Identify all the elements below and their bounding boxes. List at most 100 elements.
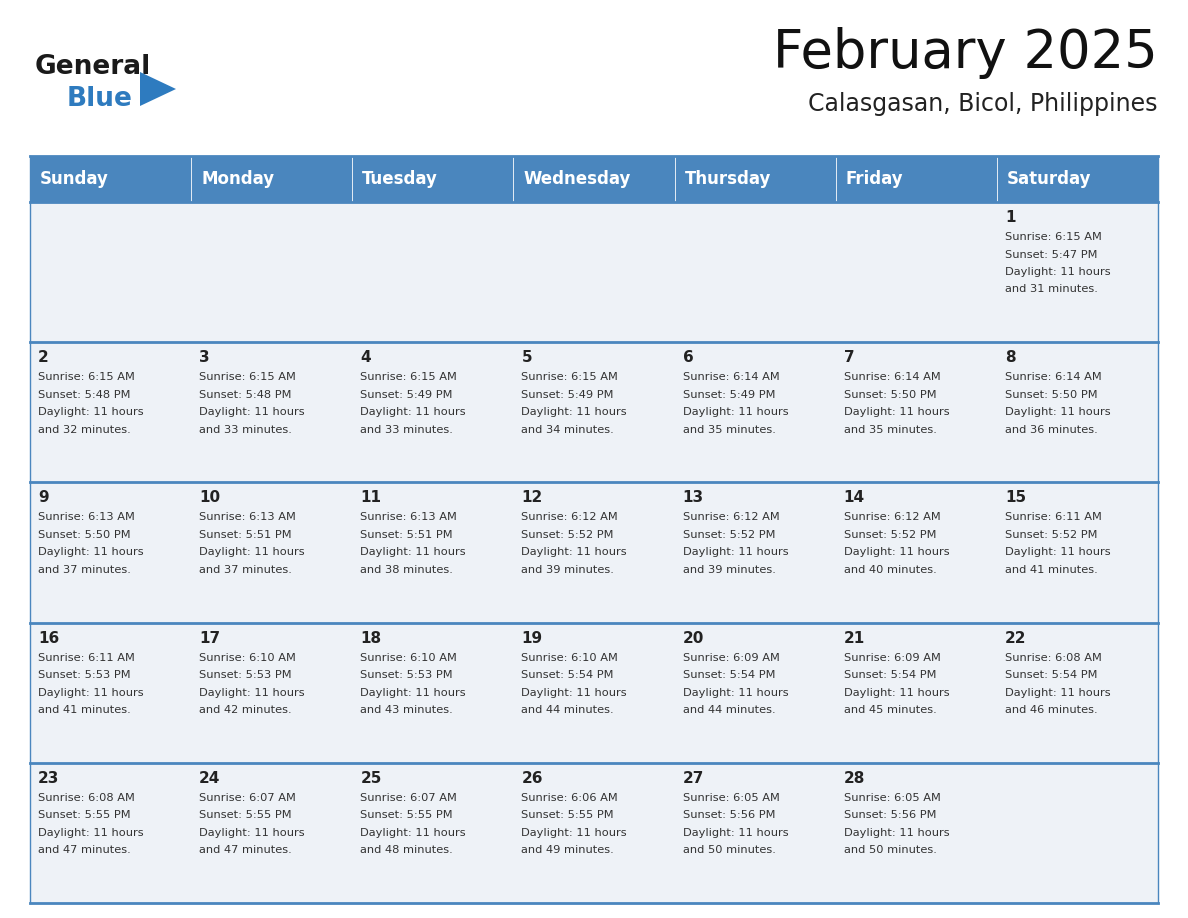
Bar bbox=[513, 482, 675, 622]
Text: and 46 minutes.: and 46 minutes. bbox=[1005, 705, 1098, 715]
Text: Daylight: 11 hours: Daylight: 11 hours bbox=[360, 828, 466, 838]
Text: Sunrise: 6:12 AM: Sunrise: 6:12 AM bbox=[683, 512, 779, 522]
Bar bbox=[835, 342, 997, 482]
Text: Daylight: 11 hours: Daylight: 11 hours bbox=[843, 688, 949, 698]
Text: General: General bbox=[34, 54, 151, 80]
Text: Sunset: 5:54 PM: Sunset: 5:54 PM bbox=[683, 670, 775, 680]
Text: Sunrise: 6:15 AM: Sunrise: 6:15 AM bbox=[360, 372, 457, 382]
Text: and 38 minutes.: and 38 minutes. bbox=[360, 565, 453, 575]
Text: Sunrise: 6:14 AM: Sunrise: 6:14 AM bbox=[843, 372, 941, 382]
Text: 6: 6 bbox=[683, 350, 694, 365]
Text: 21: 21 bbox=[843, 631, 865, 645]
Text: and 40 minutes.: and 40 minutes. bbox=[843, 565, 936, 575]
Bar bbox=[997, 156, 1158, 202]
Bar bbox=[997, 763, 1158, 903]
Text: Sunset: 5:49 PM: Sunset: 5:49 PM bbox=[360, 390, 453, 399]
Text: Sunset: 5:54 PM: Sunset: 5:54 PM bbox=[843, 670, 936, 680]
Text: 20: 20 bbox=[683, 631, 704, 645]
Text: 26: 26 bbox=[522, 771, 543, 786]
Bar bbox=[353, 156, 513, 202]
Text: Sunset: 5:53 PM: Sunset: 5:53 PM bbox=[38, 670, 131, 680]
Bar bbox=[997, 482, 1158, 622]
Bar bbox=[30, 342, 191, 482]
Bar bbox=[513, 622, 675, 763]
Text: Daylight: 11 hours: Daylight: 11 hours bbox=[1005, 547, 1111, 557]
Bar bbox=[353, 622, 513, 763]
Text: Sunset: 5:49 PM: Sunset: 5:49 PM bbox=[522, 390, 614, 399]
Bar bbox=[513, 156, 675, 202]
Bar bbox=[675, 622, 835, 763]
Bar bbox=[513, 763, 675, 903]
Text: Friday: Friday bbox=[846, 170, 903, 188]
Bar bbox=[191, 482, 353, 622]
Text: Daylight: 11 hours: Daylight: 11 hours bbox=[522, 408, 627, 417]
Text: Sunrise: 6:10 AM: Sunrise: 6:10 AM bbox=[522, 653, 618, 663]
Text: Daylight: 11 hours: Daylight: 11 hours bbox=[1005, 267, 1111, 277]
Text: and 42 minutes.: and 42 minutes. bbox=[200, 705, 292, 715]
Text: Daylight: 11 hours: Daylight: 11 hours bbox=[1005, 688, 1111, 698]
Bar bbox=[191, 202, 353, 342]
Text: Daylight: 11 hours: Daylight: 11 hours bbox=[522, 688, 627, 698]
Text: Sunrise: 6:10 AM: Sunrise: 6:10 AM bbox=[360, 653, 457, 663]
Text: 5: 5 bbox=[522, 350, 532, 365]
Text: Sunset: 5:51 PM: Sunset: 5:51 PM bbox=[200, 530, 292, 540]
Text: Sunset: 5:52 PM: Sunset: 5:52 PM bbox=[522, 530, 614, 540]
Text: and 34 minutes.: and 34 minutes. bbox=[522, 425, 614, 435]
Bar bbox=[353, 342, 513, 482]
Text: Sunset: 5:50 PM: Sunset: 5:50 PM bbox=[843, 390, 936, 399]
Text: Sunday: Sunday bbox=[40, 170, 109, 188]
Text: 22: 22 bbox=[1005, 631, 1026, 645]
Text: Sunset: 5:50 PM: Sunset: 5:50 PM bbox=[1005, 390, 1098, 399]
Text: 12: 12 bbox=[522, 490, 543, 506]
Text: Daylight: 11 hours: Daylight: 11 hours bbox=[38, 547, 144, 557]
Text: 27: 27 bbox=[683, 771, 704, 786]
Text: Sunrise: 6:14 AM: Sunrise: 6:14 AM bbox=[683, 372, 779, 382]
Bar bbox=[30, 202, 191, 342]
Text: Sunrise: 6:08 AM: Sunrise: 6:08 AM bbox=[38, 793, 135, 803]
Text: Sunset: 5:55 PM: Sunset: 5:55 PM bbox=[522, 811, 614, 821]
Text: Daylight: 11 hours: Daylight: 11 hours bbox=[683, 547, 788, 557]
Bar bbox=[30, 622, 191, 763]
Text: Sunrise: 6:11 AM: Sunrise: 6:11 AM bbox=[38, 653, 135, 663]
Text: Sunset: 5:50 PM: Sunset: 5:50 PM bbox=[38, 530, 131, 540]
Text: and 35 minutes.: and 35 minutes. bbox=[843, 425, 936, 435]
Text: Daylight: 11 hours: Daylight: 11 hours bbox=[522, 547, 627, 557]
Bar bbox=[513, 202, 675, 342]
Text: and 37 minutes.: and 37 minutes. bbox=[200, 565, 292, 575]
Text: and 33 minutes.: and 33 minutes. bbox=[360, 425, 453, 435]
Text: and 39 minutes.: and 39 minutes. bbox=[522, 565, 614, 575]
Bar bbox=[30, 482, 191, 622]
Bar bbox=[835, 482, 997, 622]
Text: Sunrise: 6:08 AM: Sunrise: 6:08 AM bbox=[1005, 653, 1101, 663]
Text: Daylight: 11 hours: Daylight: 11 hours bbox=[200, 828, 305, 838]
Bar bbox=[835, 202, 997, 342]
Text: 25: 25 bbox=[360, 771, 381, 786]
Text: Thursday: Thursday bbox=[684, 170, 771, 188]
Text: Daylight: 11 hours: Daylight: 11 hours bbox=[360, 408, 466, 417]
Text: Daylight: 11 hours: Daylight: 11 hours bbox=[38, 828, 144, 838]
Polygon shape bbox=[140, 72, 176, 106]
Text: Calasgasan, Bicol, Philippines: Calasgasan, Bicol, Philippines bbox=[809, 92, 1158, 116]
Bar bbox=[353, 482, 513, 622]
Text: Sunrise: 6:13 AM: Sunrise: 6:13 AM bbox=[360, 512, 457, 522]
Text: Sunset: 5:55 PM: Sunset: 5:55 PM bbox=[360, 811, 453, 821]
Text: Daylight: 11 hours: Daylight: 11 hours bbox=[360, 688, 466, 698]
Text: Sunset: 5:55 PM: Sunset: 5:55 PM bbox=[200, 811, 292, 821]
Text: Sunset: 5:53 PM: Sunset: 5:53 PM bbox=[200, 670, 292, 680]
Text: February 2025: February 2025 bbox=[773, 27, 1158, 79]
Bar bbox=[191, 342, 353, 482]
Text: 15: 15 bbox=[1005, 490, 1026, 506]
Text: Daylight: 11 hours: Daylight: 11 hours bbox=[683, 408, 788, 417]
Text: Sunset: 5:52 PM: Sunset: 5:52 PM bbox=[843, 530, 936, 540]
Bar bbox=[835, 763, 997, 903]
Text: and 31 minutes.: and 31 minutes. bbox=[1005, 285, 1098, 295]
Text: and 37 minutes.: and 37 minutes. bbox=[38, 565, 131, 575]
Bar bbox=[191, 763, 353, 903]
Text: Sunrise: 6:06 AM: Sunrise: 6:06 AM bbox=[522, 793, 618, 803]
Text: 3: 3 bbox=[200, 350, 210, 365]
Text: Sunrise: 6:09 AM: Sunrise: 6:09 AM bbox=[843, 653, 941, 663]
Bar bbox=[835, 622, 997, 763]
Text: Sunset: 5:56 PM: Sunset: 5:56 PM bbox=[683, 811, 775, 821]
Text: 10: 10 bbox=[200, 490, 220, 506]
Text: and 47 minutes.: and 47 minutes. bbox=[38, 845, 131, 856]
